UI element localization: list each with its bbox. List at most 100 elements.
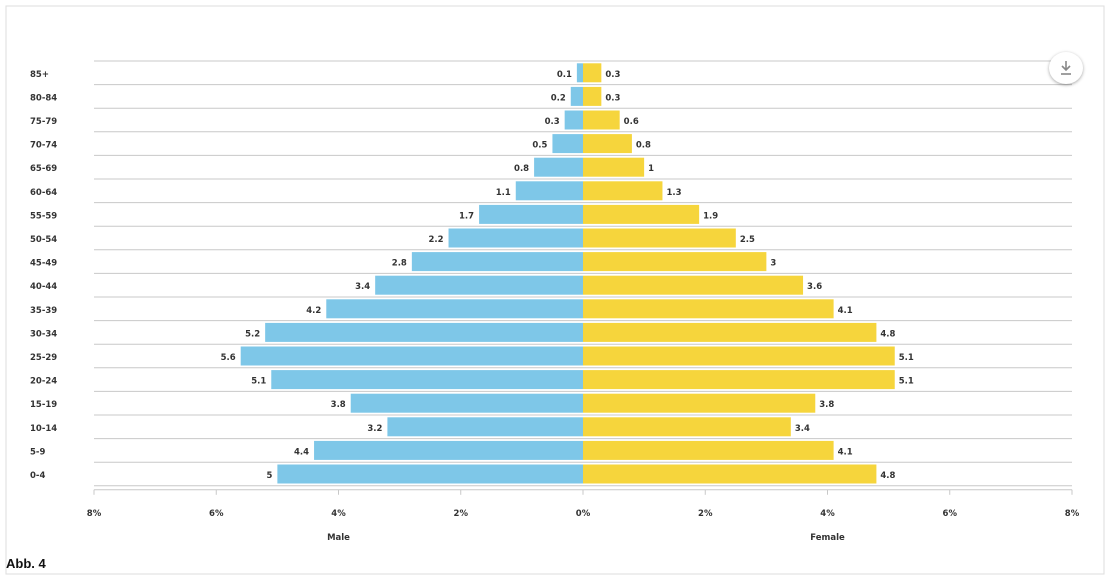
bar-male: [277, 464, 583, 484]
bar-male: [564, 110, 583, 130]
x-tick-label: 2%: [454, 509, 469, 519]
bar-male: [534, 157, 583, 177]
bar-male: [570, 86, 583, 106]
bar-male: [411, 252, 583, 272]
bar-female: [583, 346, 895, 366]
bar-female: [583, 181, 663, 201]
data-label-male: 2.2: [428, 235, 443, 245]
bar-male: [265, 322, 583, 342]
data-label-female: 3.8: [819, 400, 834, 410]
data-label-female: 3.6: [807, 282, 822, 292]
bar-female: [583, 275, 804, 295]
download-button[interactable]: [1049, 52, 1083, 84]
data-label-male: 3.4: [355, 282, 370, 292]
bar-female: [583, 86, 602, 106]
data-label-female: 3.4: [795, 424, 810, 434]
data-label-male: 5.6: [221, 353, 236, 363]
data-label-male: 3.2: [367, 424, 382, 434]
x-label-male: Male: [327, 533, 350, 543]
bar-female: [583, 157, 645, 177]
data-label-female: 4.8: [880, 471, 895, 481]
data-label-male: 5: [266, 471, 272, 481]
bar-layer: [240, 63, 895, 484]
data-label-female: 2.5: [740, 235, 755, 245]
data-label-male: 0.1: [557, 70, 572, 80]
category-label: 60-64: [30, 188, 57, 198]
category-label: 45-49: [30, 259, 57, 269]
bar-male: [515, 181, 583, 201]
data-label-female: 1: [648, 164, 654, 174]
x-tick-label: 4%: [820, 509, 835, 519]
category-label: 15-19: [30, 400, 57, 410]
data-label-male: 1.7: [459, 211, 474, 221]
category-label: 25-29: [30, 353, 57, 363]
bar-female: [583, 393, 816, 413]
bar-male: [271, 370, 583, 390]
data-label-female: 0.6: [624, 117, 639, 127]
data-label-male: 2.8: [392, 259, 407, 269]
bar-male: [576, 63, 583, 83]
data-label-female: 3: [770, 259, 776, 269]
category-label: 5-9: [30, 447, 45, 457]
data-label-male: 3.8: [331, 400, 346, 410]
grid-layer: [94, 60, 1072, 487]
bar-female: [583, 464, 877, 484]
bar-female: [583, 63, 602, 83]
data-label-female: 5.1: [899, 353, 914, 363]
bar-female: [583, 134, 632, 154]
category-label: 75-79: [30, 117, 57, 127]
x-tick-label: 8%: [1065, 509, 1080, 519]
data-label-female: 1.9: [703, 211, 718, 221]
bar-male: [314, 440, 583, 460]
category-label: 40-44: [30, 282, 57, 292]
bar-female: [583, 417, 791, 437]
category-label: 65-69: [30, 164, 57, 174]
x-tick-label: 2%: [698, 509, 713, 519]
bar-female: [583, 228, 736, 248]
bar-female: [583, 252, 767, 272]
category-label: 10-14: [30, 424, 57, 434]
bar-male: [552, 134, 583, 154]
x-tick-label: 0%: [576, 509, 591, 519]
category-label: 55-59: [30, 211, 57, 221]
data-label-female: 1.3: [666, 188, 681, 198]
data-label-female: 5.1: [899, 377, 914, 387]
data-label-male: 5.2: [245, 329, 260, 339]
x-tick-label: 6%: [943, 509, 958, 519]
data-label-male: 0.3: [545, 117, 560, 127]
category-label: 35-39: [30, 306, 57, 316]
bar-female: [583, 204, 700, 224]
data-label-female: 4.1: [838, 447, 853, 457]
data-label-male: 0.8: [514, 164, 529, 174]
bar-male: [350, 393, 583, 413]
data-label-male: 5.1: [251, 377, 266, 387]
category-label: 20-24: [30, 377, 57, 387]
axis-layer: 8% 6% 4% 2% 0% 2% 4% 6% 8% Male Female: [87, 489, 1080, 543]
category-label: 70-74: [30, 141, 57, 151]
bar-male: [387, 417, 583, 437]
download-icon: [1061, 61, 1071, 75]
x-label-female: Female: [810, 533, 845, 543]
x-tick-label: 8%: [87, 509, 102, 519]
bar-male: [375, 275, 583, 295]
bar-male: [240, 346, 583, 366]
bar-female: [583, 299, 834, 319]
data-label-female: 4.8: [880, 329, 895, 339]
data-label-female: 0.3: [605, 93, 620, 103]
bar-male: [448, 228, 583, 248]
data-label-male: 1.1: [496, 188, 511, 198]
data-label-male: 0.2: [551, 93, 566, 103]
label-layer: 85+ 0.1 0.3 80-84 0.2 0.3 75-79 0.3 0.6 70-74 0.5 0…: [30, 70, 914, 481]
x-tick-label: 4%: [331, 509, 346, 519]
bar-female: [583, 322, 877, 342]
category-label: 80-84: [30, 93, 57, 103]
data-label-male: 4.2: [306, 306, 321, 316]
data-label-female: 4.1: [838, 306, 853, 316]
bar-female: [583, 440, 834, 460]
data-label-male: 4.4: [294, 447, 309, 457]
figure-caption: Abb. 4: [6, 556, 46, 571]
category-label: 85+: [30, 70, 49, 80]
data-label-male: 0.5: [532, 141, 547, 151]
data-label-female: 0.3: [605, 70, 620, 80]
